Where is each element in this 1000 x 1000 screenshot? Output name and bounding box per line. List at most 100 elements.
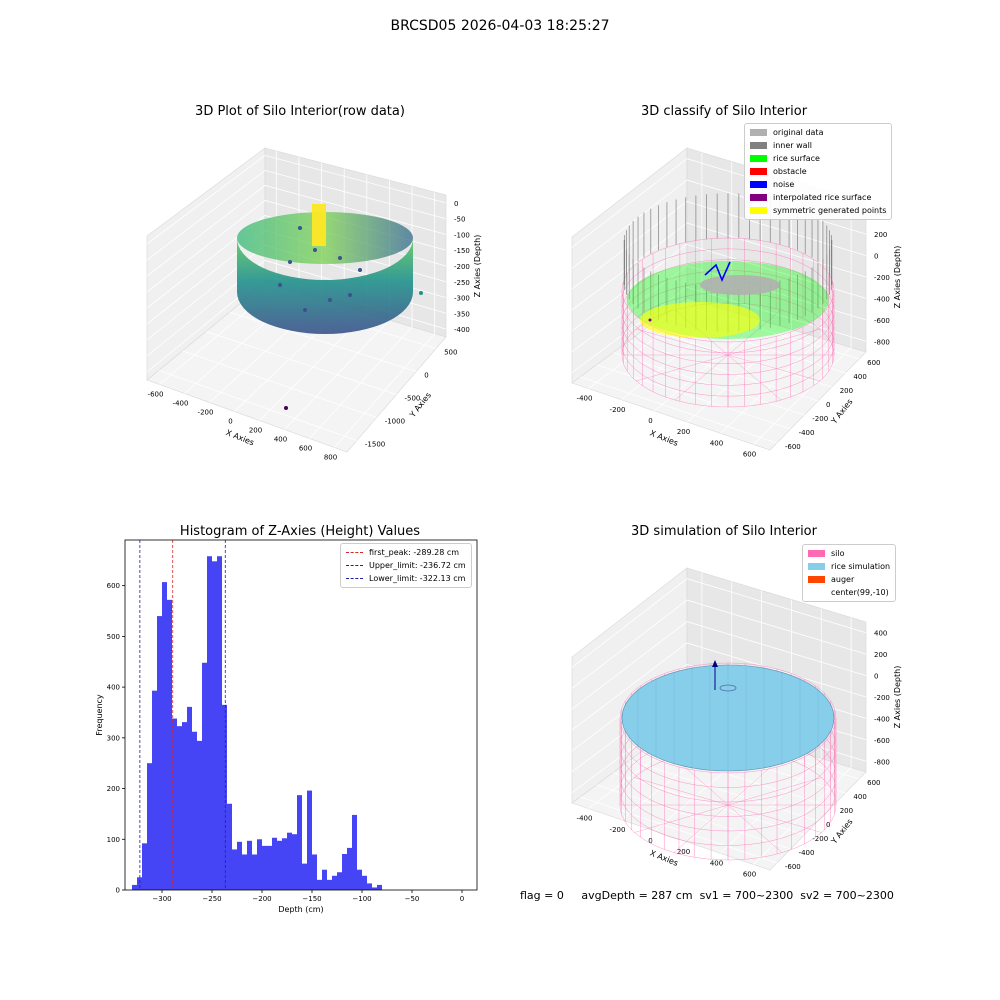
plot2-x-tick-label: -400 <box>577 395 593 403</box>
plot4-x-tick-label: 200 <box>677 848 690 856</box>
plot4-auger <box>719 684 737 692</box>
plot1-z-tick-label: -50 <box>454 216 465 224</box>
plot2-x-tick-label: -200 <box>610 406 626 414</box>
histogram-bar <box>322 869 327 890</box>
plot1-data-point <box>328 298 332 302</box>
plot2-grid-y <box>612 352 805 416</box>
plot2-x-tick-label: 200 <box>677 428 690 436</box>
legend-swatch <box>750 129 767 136</box>
legend-item-first-peak: first_peak: -289.28 cm <box>346 546 466 559</box>
plot2-x-tick-label: 400 <box>710 439 723 447</box>
plot2-interpolated-point <box>648 318 652 322</box>
plot4-y-tick-label: 400 <box>853 793 866 801</box>
plot2-silo-wire-spoke <box>727 309 782 356</box>
histogram-bar <box>347 847 352 890</box>
plot2-grid-z <box>571 243 867 332</box>
plot2-z-tick-label: -600 <box>874 317 890 325</box>
plot4-z-tick-label: 200 <box>874 651 887 659</box>
plot4-title: 3D simulation of Silo Interior <box>631 524 817 539</box>
plot1-y-tick-label: 0 <box>424 372 428 380</box>
legend-item-interpolated: interpolated rice surface <box>750 191 886 204</box>
plot4-grid-z <box>571 621 867 710</box>
histogram-bar <box>137 877 142 890</box>
plot4-z-tick-label: -800 <box>874 758 890 766</box>
histogram-bar <box>222 704 227 890</box>
histogram-bar <box>217 556 222 890</box>
histogram-bar <box>317 879 322 890</box>
legend-line <box>346 552 363 553</box>
plot1-grid-z <box>146 170 447 261</box>
histogram-bar <box>172 718 177 890</box>
plot2-silo-wire-spoke <box>636 354 729 382</box>
plot2-x-tick-label: 0 <box>648 417 652 425</box>
plot2-z-tick-label: 200 <box>874 231 887 239</box>
plot2-grid-y <box>629 340 819 402</box>
histogram-legend: first_peak: -289.28 cm Upper_limit: -236… <box>340 543 472 588</box>
plot1-z-tick-label: -200 <box>454 263 470 271</box>
plot4-y-tick-label: -600 <box>785 863 801 871</box>
plot4-z-tick-label: -600 <box>874 737 890 745</box>
histogram-bar <box>157 616 162 890</box>
plot1-z-tick-label: -250 <box>454 279 470 287</box>
legend-item-noise: noise <box>750 178 886 191</box>
histogram-bar <box>377 884 382 890</box>
legend-item-rice-simulation: rice simulation <box>808 560 890 573</box>
plot2-grid-z <box>571 265 867 353</box>
histogram-y-tick-label: 200 <box>107 785 120 793</box>
histogram-y-tick-label: 500 <box>107 633 120 641</box>
plot2-y-tick-label: -200 <box>812 415 828 423</box>
legend-swatch <box>808 589 825 596</box>
plot4-x-tick-label: 400 <box>710 859 723 867</box>
plot4-grid-y <box>612 772 805 836</box>
legend-item-obstacle: obstacle <box>750 165 886 178</box>
histogram-bar <box>247 840 252 890</box>
plot1-y-tick-label: -500 <box>405 395 421 403</box>
plot2-title: 3D classify of Silo Interior <box>640 104 808 119</box>
plot1-data-point <box>358 268 362 272</box>
plot4-silo-wire-spoke <box>727 804 822 833</box>
plot1-silo-wall-points <box>237 238 413 334</box>
plot2-symmetric-points <box>640 302 760 338</box>
plot1-x-tick-label: 800 <box>324 454 337 462</box>
plot1-outlier-point <box>419 291 423 295</box>
histogram-bar <box>182 722 187 890</box>
plot1-x-tick-label: 600 <box>299 445 312 453</box>
plot1-z-axis-label: Z Axies (Depth) <box>473 235 482 298</box>
plot1-x-tick-label: -400 <box>173 400 189 408</box>
histogram-bar <box>327 879 332 890</box>
plot4-grid-y <box>580 796 777 864</box>
figure-title: BRCSD05 2026-04-03 18:25:27 <box>390 18 610 34</box>
plot1-data-point <box>298 226 302 230</box>
plot4-grid-z <box>571 599 867 689</box>
plot1-y-tick-label: 500 <box>444 349 457 357</box>
legend-item-inner-wall: inner wall <box>750 139 886 152</box>
plot4-silo-wire-spoke <box>727 777 822 806</box>
plot1-grid-y <box>158 369 358 441</box>
plot1-grid-y <box>182 350 377 418</box>
histogram-bar <box>177 726 182 890</box>
plot2-y-tick-label: 400 <box>853 373 866 381</box>
histogram-x-tick-label: −300 <box>152 895 171 903</box>
histogram-bar <box>162 582 167 890</box>
plot2-grid-y <box>645 327 832 388</box>
plot4-z-tick-label: -400 <box>874 715 890 723</box>
plot2-original-data <box>700 275 780 295</box>
plot4-y-axis-label: Y Axies <box>829 817 855 846</box>
histogram-y-axis-label: Frequency <box>95 694 104 736</box>
plot2-silo-wire-spoke <box>636 328 729 356</box>
plot1-data-point <box>348 293 352 297</box>
histogram-x-tick-label: −50 <box>405 895 420 903</box>
plot4-center-arrow <box>712 660 718 667</box>
legend-line <box>346 565 363 566</box>
histogram-bar <box>242 854 247 890</box>
legend-item-silo: silo <box>808 547 890 560</box>
plot2-y-tick-label: 200 <box>840 387 853 395</box>
histogram-bar <box>167 599 172 890</box>
plot2-grid-y <box>580 376 777 444</box>
plot2-y-tick-label: 0 <box>826 401 830 409</box>
histogram-bar <box>152 690 157 890</box>
legend-item-original-data: original data <box>750 126 886 139</box>
plot4-z-tick-label: -200 <box>874 694 890 702</box>
plot4-silo-wire-spoke <box>727 804 783 853</box>
histogram-bar <box>302 863 307 890</box>
